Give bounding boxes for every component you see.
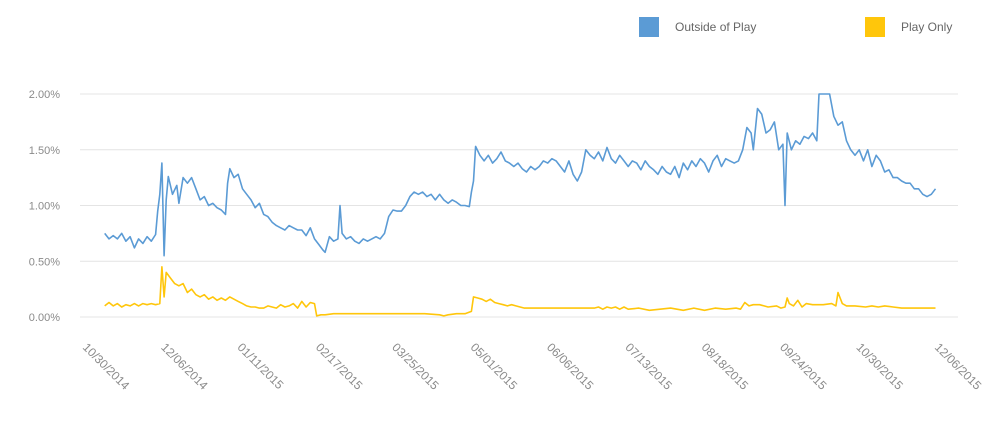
y-tick-label: 0.50% — [29, 256, 60, 268]
legend: Outside of Play Play Only — [0, 16, 987, 46]
x-tick-label: 10/30/2014 — [80, 340, 133, 393]
y-tick-label: 1.00% — [29, 201, 60, 213]
series-line-play-only[interactable] — [104, 266, 936, 317]
y-tick-label: 1.50% — [29, 145, 60, 157]
y-tick-label: 0.00% — [29, 312, 60, 324]
y-axis-ticks: 0.00% 0.50% 1.00% 1.50% 2.00% — [29, 89, 60, 324]
x-tick-label: 09/24/2015 — [777, 340, 830, 393]
legend-swatch-outside-of-play — [639, 17, 659, 37]
x-tick-label: 01/11/2015 — [235, 340, 287, 392]
x-axis-ticks: 10/30/2014 12/06/2014 01/11/2015 02/17/2015… — [80, 340, 985, 393]
series-lines — [104, 93, 937, 317]
x-tick-label: 10/30/2015 — [853, 340, 906, 393]
x-tick-label: 06/06/2015 — [544, 340, 597, 393]
legend-item-outside-of-play[interactable]: Outside of Play — [639, 16, 756, 38]
legend-swatch-play-only — [865, 17, 885, 37]
x-tick-label: 12/06/2015 — [932, 340, 985, 393]
legend-label-outside-of-play: Outside of Play — [675, 20, 757, 34]
x-tick-label: 05/01/2015 — [468, 340, 521, 393]
x-tick-label: 03/25/2015 — [389, 340, 442, 393]
series-line-outside-of-play[interactable] — [104, 93, 937, 257]
x-tick-label: 12/06/2014 — [158, 340, 211, 393]
legend-label-play-only: Play Only — [901, 20, 953, 34]
grid-lines — [80, 93, 958, 318]
legend-item-play-only[interactable]: Play Only — [865, 16, 952, 38]
x-tick-label: 07/13/2015 — [622, 340, 675, 393]
x-tick-label: 08/18/2015 — [699, 340, 752, 393]
y-tick-label: 2.00% — [29, 89, 60, 101]
x-tick-label: 02/17/2015 — [313, 340, 366, 393]
